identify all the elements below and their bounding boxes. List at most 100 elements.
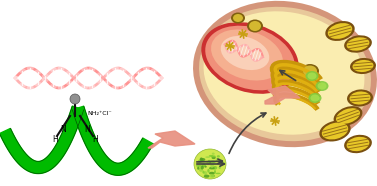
Text: H: H [52,134,58,144]
Ellipse shape [201,22,299,94]
Ellipse shape [346,137,369,151]
Ellipse shape [66,80,73,85]
Ellipse shape [231,12,245,23]
Text: N: N [84,124,90,134]
Ellipse shape [42,74,49,79]
Ellipse shape [350,58,376,74]
Ellipse shape [58,66,65,71]
Ellipse shape [209,167,215,169]
Ellipse shape [73,72,80,77]
Ellipse shape [205,26,295,90]
Ellipse shape [211,156,216,159]
Ellipse shape [217,155,220,157]
Ellipse shape [204,175,210,178]
Ellipse shape [346,37,369,51]
Ellipse shape [347,89,373,107]
Ellipse shape [19,68,26,73]
Ellipse shape [305,71,319,81]
Ellipse shape [151,83,158,88]
Ellipse shape [199,7,371,141]
Ellipse shape [311,94,319,102]
Ellipse shape [158,76,166,81]
Ellipse shape [200,158,205,161]
Ellipse shape [151,68,158,73]
Ellipse shape [202,163,206,167]
Ellipse shape [207,162,211,163]
Ellipse shape [308,73,317,79]
Polygon shape [148,131,195,148]
Ellipse shape [66,71,73,76]
Ellipse shape [216,157,220,161]
Polygon shape [72,106,153,175]
Ellipse shape [317,83,326,89]
Ellipse shape [201,166,204,169]
Ellipse shape [112,85,119,90]
Text: NH₂⁺Cl⁻: NH₂⁺Cl⁻ [87,110,112,116]
Ellipse shape [209,174,215,178]
Ellipse shape [97,72,104,77]
Ellipse shape [81,85,88,90]
Ellipse shape [197,167,199,170]
Ellipse shape [12,76,18,81]
Ellipse shape [211,174,215,177]
Ellipse shape [249,21,261,31]
Ellipse shape [89,85,96,90]
Ellipse shape [193,1,377,147]
Ellipse shape [204,171,207,175]
Ellipse shape [215,173,221,174]
Ellipse shape [35,69,41,74]
Ellipse shape [205,166,207,168]
Ellipse shape [200,158,203,161]
Ellipse shape [35,82,41,87]
Ellipse shape [221,36,269,70]
Ellipse shape [334,106,362,126]
Ellipse shape [120,84,127,89]
Ellipse shape [194,149,226,179]
Ellipse shape [336,108,360,124]
Ellipse shape [209,172,215,175]
Ellipse shape [207,162,210,165]
Ellipse shape [349,92,371,105]
Ellipse shape [212,153,215,155]
Ellipse shape [233,14,243,22]
Ellipse shape [135,69,142,74]
Ellipse shape [73,79,80,84]
Ellipse shape [208,160,210,161]
Ellipse shape [81,66,88,71]
Polygon shape [0,106,84,174]
Ellipse shape [143,85,150,90]
Ellipse shape [214,170,216,174]
Ellipse shape [202,171,205,174]
Ellipse shape [12,76,18,81]
Ellipse shape [199,168,203,172]
Ellipse shape [143,65,150,70]
Ellipse shape [220,162,225,165]
Polygon shape [265,86,300,104]
Ellipse shape [104,71,111,76]
Ellipse shape [322,123,348,140]
Ellipse shape [328,23,352,39]
Ellipse shape [316,81,328,91]
Ellipse shape [210,164,214,168]
Ellipse shape [325,21,355,41]
Ellipse shape [205,156,210,158]
Ellipse shape [210,160,215,162]
Ellipse shape [319,121,351,142]
Ellipse shape [198,160,202,163]
Ellipse shape [19,83,26,88]
Ellipse shape [27,65,34,70]
Ellipse shape [211,155,216,157]
Ellipse shape [219,160,223,162]
Ellipse shape [212,166,217,170]
Ellipse shape [219,163,221,164]
Ellipse shape [104,80,111,85]
Ellipse shape [70,94,80,104]
Ellipse shape [42,77,49,82]
Ellipse shape [50,84,57,89]
Ellipse shape [120,67,127,72]
Ellipse shape [158,76,166,81]
Ellipse shape [112,66,119,71]
Ellipse shape [135,82,142,87]
Ellipse shape [344,35,372,53]
Text: N: N [60,124,66,134]
